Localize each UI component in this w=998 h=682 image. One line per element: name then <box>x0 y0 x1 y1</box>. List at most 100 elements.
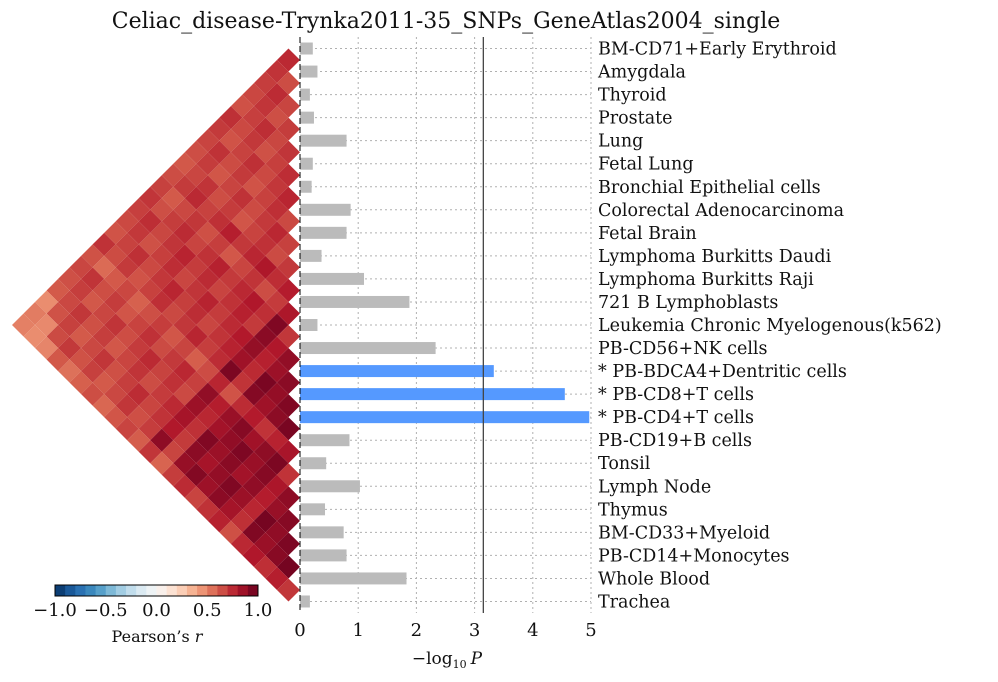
heatmap-cell <box>92 232 116 256</box>
heatmap-cell <box>276 278 300 302</box>
heatmap-cell <box>242 451 266 475</box>
heatmap-cell <box>161 394 185 418</box>
bar <box>300 388 565 401</box>
colorbar-label: Pearson’s r <box>112 627 204 646</box>
heatmap-cell <box>253 163 277 187</box>
heatmap-cell <box>184 278 208 302</box>
colorbar-tick-label: 1.0 <box>244 600 273 621</box>
heatmap-cell <box>219 428 243 452</box>
heatmap-cell <box>115 325 139 349</box>
colorbar-segment <box>65 585 76 596</box>
heatmap-cell <box>230 186 254 210</box>
category-label: * PB-CD4+T cells <box>598 408 754 428</box>
heatmap-cell <box>69 348 93 372</box>
heatmap-cell <box>207 163 231 187</box>
heatmap-cell <box>253 301 277 325</box>
heatmap-cell <box>230 463 254 487</box>
bar-series <box>300 42 590 608</box>
heatmap-cell <box>265 267 289 291</box>
heatmap-cell <box>196 175 220 199</box>
category-label: PB-CD56+NK cells <box>598 339 768 359</box>
heatmap-cell <box>207 117 231 141</box>
heatmap-cell <box>150 428 174 452</box>
bar <box>300 42 313 55</box>
bar <box>300 249 322 262</box>
x-axis-label: −log10 P <box>412 649 483 671</box>
heatmap-cell <box>173 336 197 360</box>
colorbar-segment <box>156 585 168 596</box>
heatmap-cell <box>207 278 231 302</box>
chart-title: Celiac_disease-Trynka2011-35_SNPs_GeneAt… <box>112 9 781 34</box>
heatmap-cell <box>207 394 231 418</box>
bar <box>300 134 347 147</box>
bar <box>300 503 326 516</box>
bar <box>300 572 407 585</box>
colorbar-segment <box>115 585 127 596</box>
correlation-heatmap <box>12 48 300 602</box>
heatmap-cell <box>253 71 277 95</box>
heatmap-cell <box>150 267 174 291</box>
category-label: Whole Blood <box>598 569 710 589</box>
bar <box>300 157 313 170</box>
heatmap-cell <box>184 371 208 395</box>
heatmap-cell <box>184 348 208 372</box>
heatmap-cell <box>265 221 289 245</box>
category-label: Lymphoma Burkitts Daudi <box>598 247 832 267</box>
bar <box>300 342 436 355</box>
heatmap-cell <box>104 382 128 406</box>
heatmap-cell <box>230 301 254 325</box>
heatmap-cell <box>276 348 300 372</box>
bar <box>300 411 590 424</box>
heatmap-cell <box>127 267 151 291</box>
heatmap-cell <box>127 336 151 360</box>
bar <box>300 549 347 562</box>
x-tick-label: 0 <box>294 620 305 641</box>
grid-lines <box>300 37 592 613</box>
heatmap-cell <box>92 371 116 395</box>
heatmap-cell <box>35 290 59 314</box>
heatmap-cell <box>265 244 289 268</box>
heatmap-cell <box>173 428 197 452</box>
heatmap-cell <box>138 371 162 395</box>
heatmap-cell <box>104 313 128 337</box>
heatmap-cell <box>207 371 231 395</box>
colorbar-segment <box>176 585 188 596</box>
bar <box>300 457 327 470</box>
heatmap-cell <box>242 83 266 107</box>
heatmap-cell <box>92 301 116 325</box>
heatmap-cell <box>115 394 139 418</box>
heatmap-cell <box>196 405 220 429</box>
colorbar-segment <box>95 585 107 596</box>
heatmap-cell <box>253 117 277 141</box>
heatmap-cell <box>35 336 59 360</box>
heatmap-cell <box>242 405 266 429</box>
colorbar-segment <box>217 585 228 596</box>
heatmap-cell <box>138 440 162 464</box>
heatmap-cell <box>276 578 300 602</box>
heatmap-cell <box>173 313 197 337</box>
colorbar-segment <box>85 585 96 596</box>
x-tick-label: 2 <box>411 620 422 641</box>
heatmap-cell <box>196 313 220 337</box>
heatmap-cell <box>276 94 300 118</box>
heatmap-cell <box>173 244 197 268</box>
colorbar-segment <box>186 585 198 596</box>
heatmap-cell <box>219 336 243 360</box>
colorbar-segment <box>207 585 218 596</box>
heatmap-cell <box>81 336 105 360</box>
colorbar-segment <box>227 585 239 596</box>
heatmap-cell <box>196 428 220 452</box>
colorbar-segment <box>247 585 259 596</box>
heatmap-cell <box>46 348 70 372</box>
heatmap-cell <box>253 209 277 233</box>
heatmap-cell <box>58 313 82 337</box>
heatmap-cell <box>92 394 116 418</box>
heatmap-cell <box>173 382 197 406</box>
heatmap-cell <box>253 463 277 487</box>
heatmap-cell <box>253 532 277 556</box>
heatmap-cell <box>242 198 266 222</box>
bar <box>300 88 310 101</box>
heatmap-cell <box>196 267 220 291</box>
colorbar-segment <box>237 585 249 596</box>
